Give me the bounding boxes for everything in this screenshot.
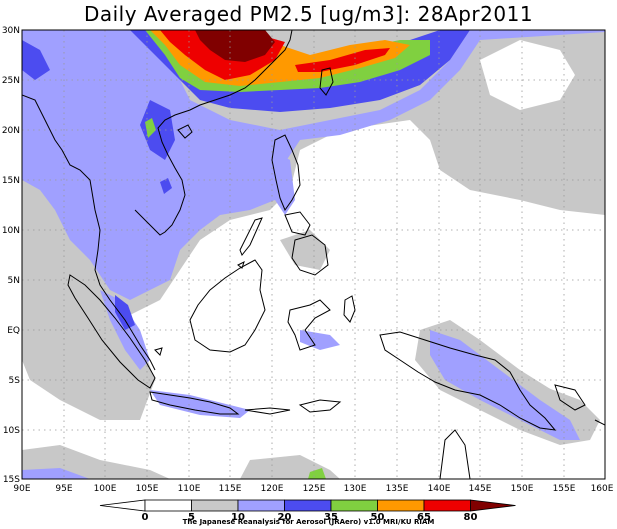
colorbar-level-label: 35 [324,512,338,523]
lat-label: 10N [2,226,20,236]
field-lightblue-south [22,468,90,479]
colorbar-level-label: 20 [278,512,292,523]
coast-bismarck [554,384,586,411]
coast-asia-mainland [22,30,293,371]
coast-taiwan [319,67,334,96]
coast-sumatra [67,274,156,389]
field-green-spot [145,118,156,138]
lat-label: EQ [7,326,20,336]
field-gray-left [22,180,155,420]
lat-label: 5S [9,376,21,386]
coast-newguinea [379,331,557,431]
colorbar-segment [377,499,425,512]
lat-label: 30N [2,26,20,36]
colorbar-segment [284,499,332,512]
field-lightblue-ng [430,330,580,440]
coast-spot-2 [237,261,245,269]
lon-label: 90E [13,484,30,494]
field-blue-malaya [115,295,135,330]
lon-label: 120E [261,484,284,494]
coast-palawan [239,217,263,256]
lon-label: 100E [94,484,117,494]
lat-labels: 30N 25N 20N 15N 10N 5N EQ 5S 10S 15S [2,26,20,485]
lat-label: 10S [3,426,20,436]
field-blue-vietnam [140,100,175,160]
coast-australia [439,429,471,479]
field-lightblue-west [22,60,90,170]
lon-label: 155E [553,484,576,494]
colorbar-level-label: 0 [142,512,149,523]
coast-java [149,391,240,415]
coast-hainan [177,124,193,139]
lon-labels: 90E 95E 100E 105E 110E 115E 120E 125E 13… [13,484,613,494]
colorbar-level-label: 80 [464,512,478,523]
coast-visayas [284,211,311,236]
field-blue-dot [160,178,172,194]
colorbar-lower-triangle [99,499,146,512]
field-blue-west [22,40,50,80]
lon-label: 95E [55,484,72,494]
lat-label: 5N [8,276,20,286]
lat-label: 20N [2,126,20,136]
field-green-south [308,468,326,479]
lon-label: 145E [469,484,492,494]
coastlines [22,30,605,479]
colorbar-segment [191,499,239,512]
field-darkred [195,30,275,62]
field-lightblue-main [22,30,605,300]
coast-timor [298,399,342,413]
coast-luzon [271,134,301,212]
grid [22,30,605,479]
map-frame [21,29,606,480]
lon-label: 115E [219,484,242,494]
coast-spot-1 [154,347,163,356]
coast-halmahera [343,295,356,323]
lon-label: 140E [428,484,451,494]
lat-label: 15N [2,176,20,186]
field-lightblue-java [150,390,250,418]
colorbar-segment [144,499,192,512]
lon-label: 135E [386,484,409,494]
lon-label: 125E [303,484,326,494]
lat-label: 15S [3,475,20,485]
field-lightblue-phil [272,150,295,215]
colorbar-segment [330,499,378,512]
lon-label: 130E [344,484,367,494]
lon-label: 105E [136,484,159,494]
colorbar-upper-triangle [470,499,516,512]
colorbar-segment [237,499,285,512]
credit-text: The Japanese Reanalysis for Aerosol (JRA… [182,518,435,526]
lon-label: 110E [178,484,201,494]
coast-solomon [594,419,605,426]
coast-borneo [189,259,266,353]
colorbar-level-label: 10 [231,512,245,523]
lat-label: 25N [2,76,20,86]
coast-sulawesi [287,299,331,351]
coast-mindanao [291,234,329,276]
coast-flores [244,407,291,415]
field-lightblue-sulawesi [300,330,340,350]
map-title: Daily Averaged PM2.5 [ug/m3]: 28Apr2011 [83,2,534,26]
field-white-hole-ne [480,40,575,110]
colorbar-level-label: 65 [417,512,431,523]
colorbar-level-label: 5 [188,512,195,523]
field-gray-mid [280,230,330,270]
pm25-field [22,30,605,479]
field-red-band [295,48,390,72]
colorbar-level-label: 50 [371,512,385,523]
colorbar-segment [423,499,471,512]
colorbar: 0 5 10 20 35 50 65 80 [99,499,516,523]
lon-label: 160E [591,484,614,494]
lon-label: 150E [511,484,534,494]
